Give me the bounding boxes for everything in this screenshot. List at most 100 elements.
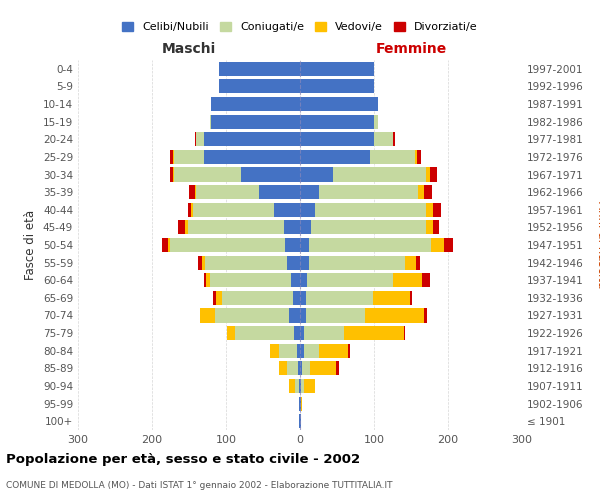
Bar: [278, 344, 297, 358]
Bar: [241, 168, 300, 181]
Bar: [306, 291, 373, 305]
Bar: [392, 132, 393, 146]
Bar: [348, 344, 350, 358]
Bar: [193, 202, 274, 217]
Bar: [291, 273, 300, 287]
Bar: [289, 379, 295, 393]
Bar: [319, 344, 348, 358]
Bar: [365, 308, 424, 322]
Bar: [188, 220, 284, 234]
Bar: [370, 150, 415, 164]
Bar: [188, 202, 191, 217]
Bar: [300, 291, 306, 305]
Bar: [300, 326, 304, 340]
Text: Maschi: Maschi: [162, 42, 216, 56]
Bar: [300, 396, 301, 410]
Bar: [279, 362, 287, 376]
Bar: [284, 220, 300, 234]
Bar: [191, 202, 193, 217]
Bar: [315, 202, 426, 217]
Bar: [415, 150, 417, 164]
Bar: [189, 185, 195, 199]
Bar: [344, 326, 404, 340]
Bar: [206, 273, 210, 287]
Bar: [302, 362, 310, 376]
Bar: [426, 168, 430, 181]
Bar: [300, 150, 370, 164]
Bar: [285, 238, 300, 252]
Bar: [300, 273, 307, 287]
Bar: [422, 273, 430, 287]
Bar: [418, 185, 424, 199]
Bar: [300, 114, 374, 128]
Bar: [211, 114, 300, 128]
Bar: [210, 273, 291, 287]
Bar: [304, 344, 319, 358]
Bar: [217, 291, 222, 305]
Bar: [173, 168, 174, 181]
Bar: [300, 308, 306, 322]
Bar: [304, 379, 315, 393]
Bar: [300, 168, 334, 181]
Bar: [374, 114, 378, 128]
Bar: [430, 168, 437, 181]
Bar: [168, 238, 170, 252]
Y-axis label: Fasce di età: Fasce di età: [25, 210, 37, 280]
Bar: [227, 326, 235, 340]
Bar: [309, 256, 405, 270]
Bar: [300, 132, 374, 146]
Legend: Celibi/Nubili, Coniugati/e, Vedovi/e, Divorziati/e: Celibi/Nubili, Coniugati/e, Vedovi/e, Di…: [118, 18, 482, 37]
Bar: [306, 308, 365, 322]
Bar: [299, 379, 300, 393]
Bar: [235, 326, 294, 340]
Bar: [300, 62, 374, 76]
Bar: [269, 344, 278, 358]
Bar: [300, 97, 378, 111]
Bar: [433, 220, 439, 234]
Bar: [300, 362, 302, 376]
Bar: [205, 256, 287, 270]
Bar: [300, 414, 301, 428]
Bar: [307, 273, 392, 287]
Bar: [301, 396, 302, 410]
Bar: [178, 220, 185, 234]
Bar: [416, 256, 420, 270]
Bar: [295, 379, 299, 393]
Bar: [163, 238, 168, 252]
Bar: [299, 396, 300, 410]
Bar: [392, 273, 422, 287]
Bar: [410, 291, 412, 305]
Bar: [300, 256, 309, 270]
Bar: [300, 344, 304, 358]
Text: Popolazione per età, sesso e stato civile - 2002: Popolazione per età, sesso e stato civil…: [6, 452, 360, 466]
Bar: [210, 114, 211, 128]
Bar: [297, 344, 300, 358]
Bar: [426, 202, 433, 217]
Text: Femmine: Femmine: [376, 42, 446, 56]
Bar: [444, 238, 453, 252]
Bar: [259, 185, 300, 199]
Y-axis label: Anni di nascita: Anni di nascita: [595, 202, 600, 288]
Bar: [293, 291, 300, 305]
Bar: [204, 273, 206, 287]
Bar: [198, 256, 202, 270]
Bar: [170, 150, 173, 164]
Bar: [298, 362, 300, 376]
Bar: [334, 168, 426, 181]
Bar: [300, 379, 301, 393]
Bar: [173, 150, 174, 164]
Bar: [310, 362, 335, 376]
Bar: [218, 80, 300, 94]
Bar: [170, 238, 285, 252]
Bar: [185, 220, 188, 234]
Text: COMUNE DI MEDOLLA (MO) - Dati ISTAT 1° gennaio 2002 - Elaborazione TUTTITALIA.IT: COMUNE DI MEDOLLA (MO) - Dati ISTAT 1° g…: [6, 480, 392, 490]
Bar: [174, 168, 241, 181]
Bar: [300, 185, 319, 199]
Bar: [196, 185, 259, 199]
Bar: [424, 308, 427, 322]
Bar: [393, 132, 395, 146]
Bar: [309, 238, 431, 252]
Bar: [170, 168, 173, 181]
Bar: [417, 150, 421, 164]
Bar: [218, 62, 300, 76]
